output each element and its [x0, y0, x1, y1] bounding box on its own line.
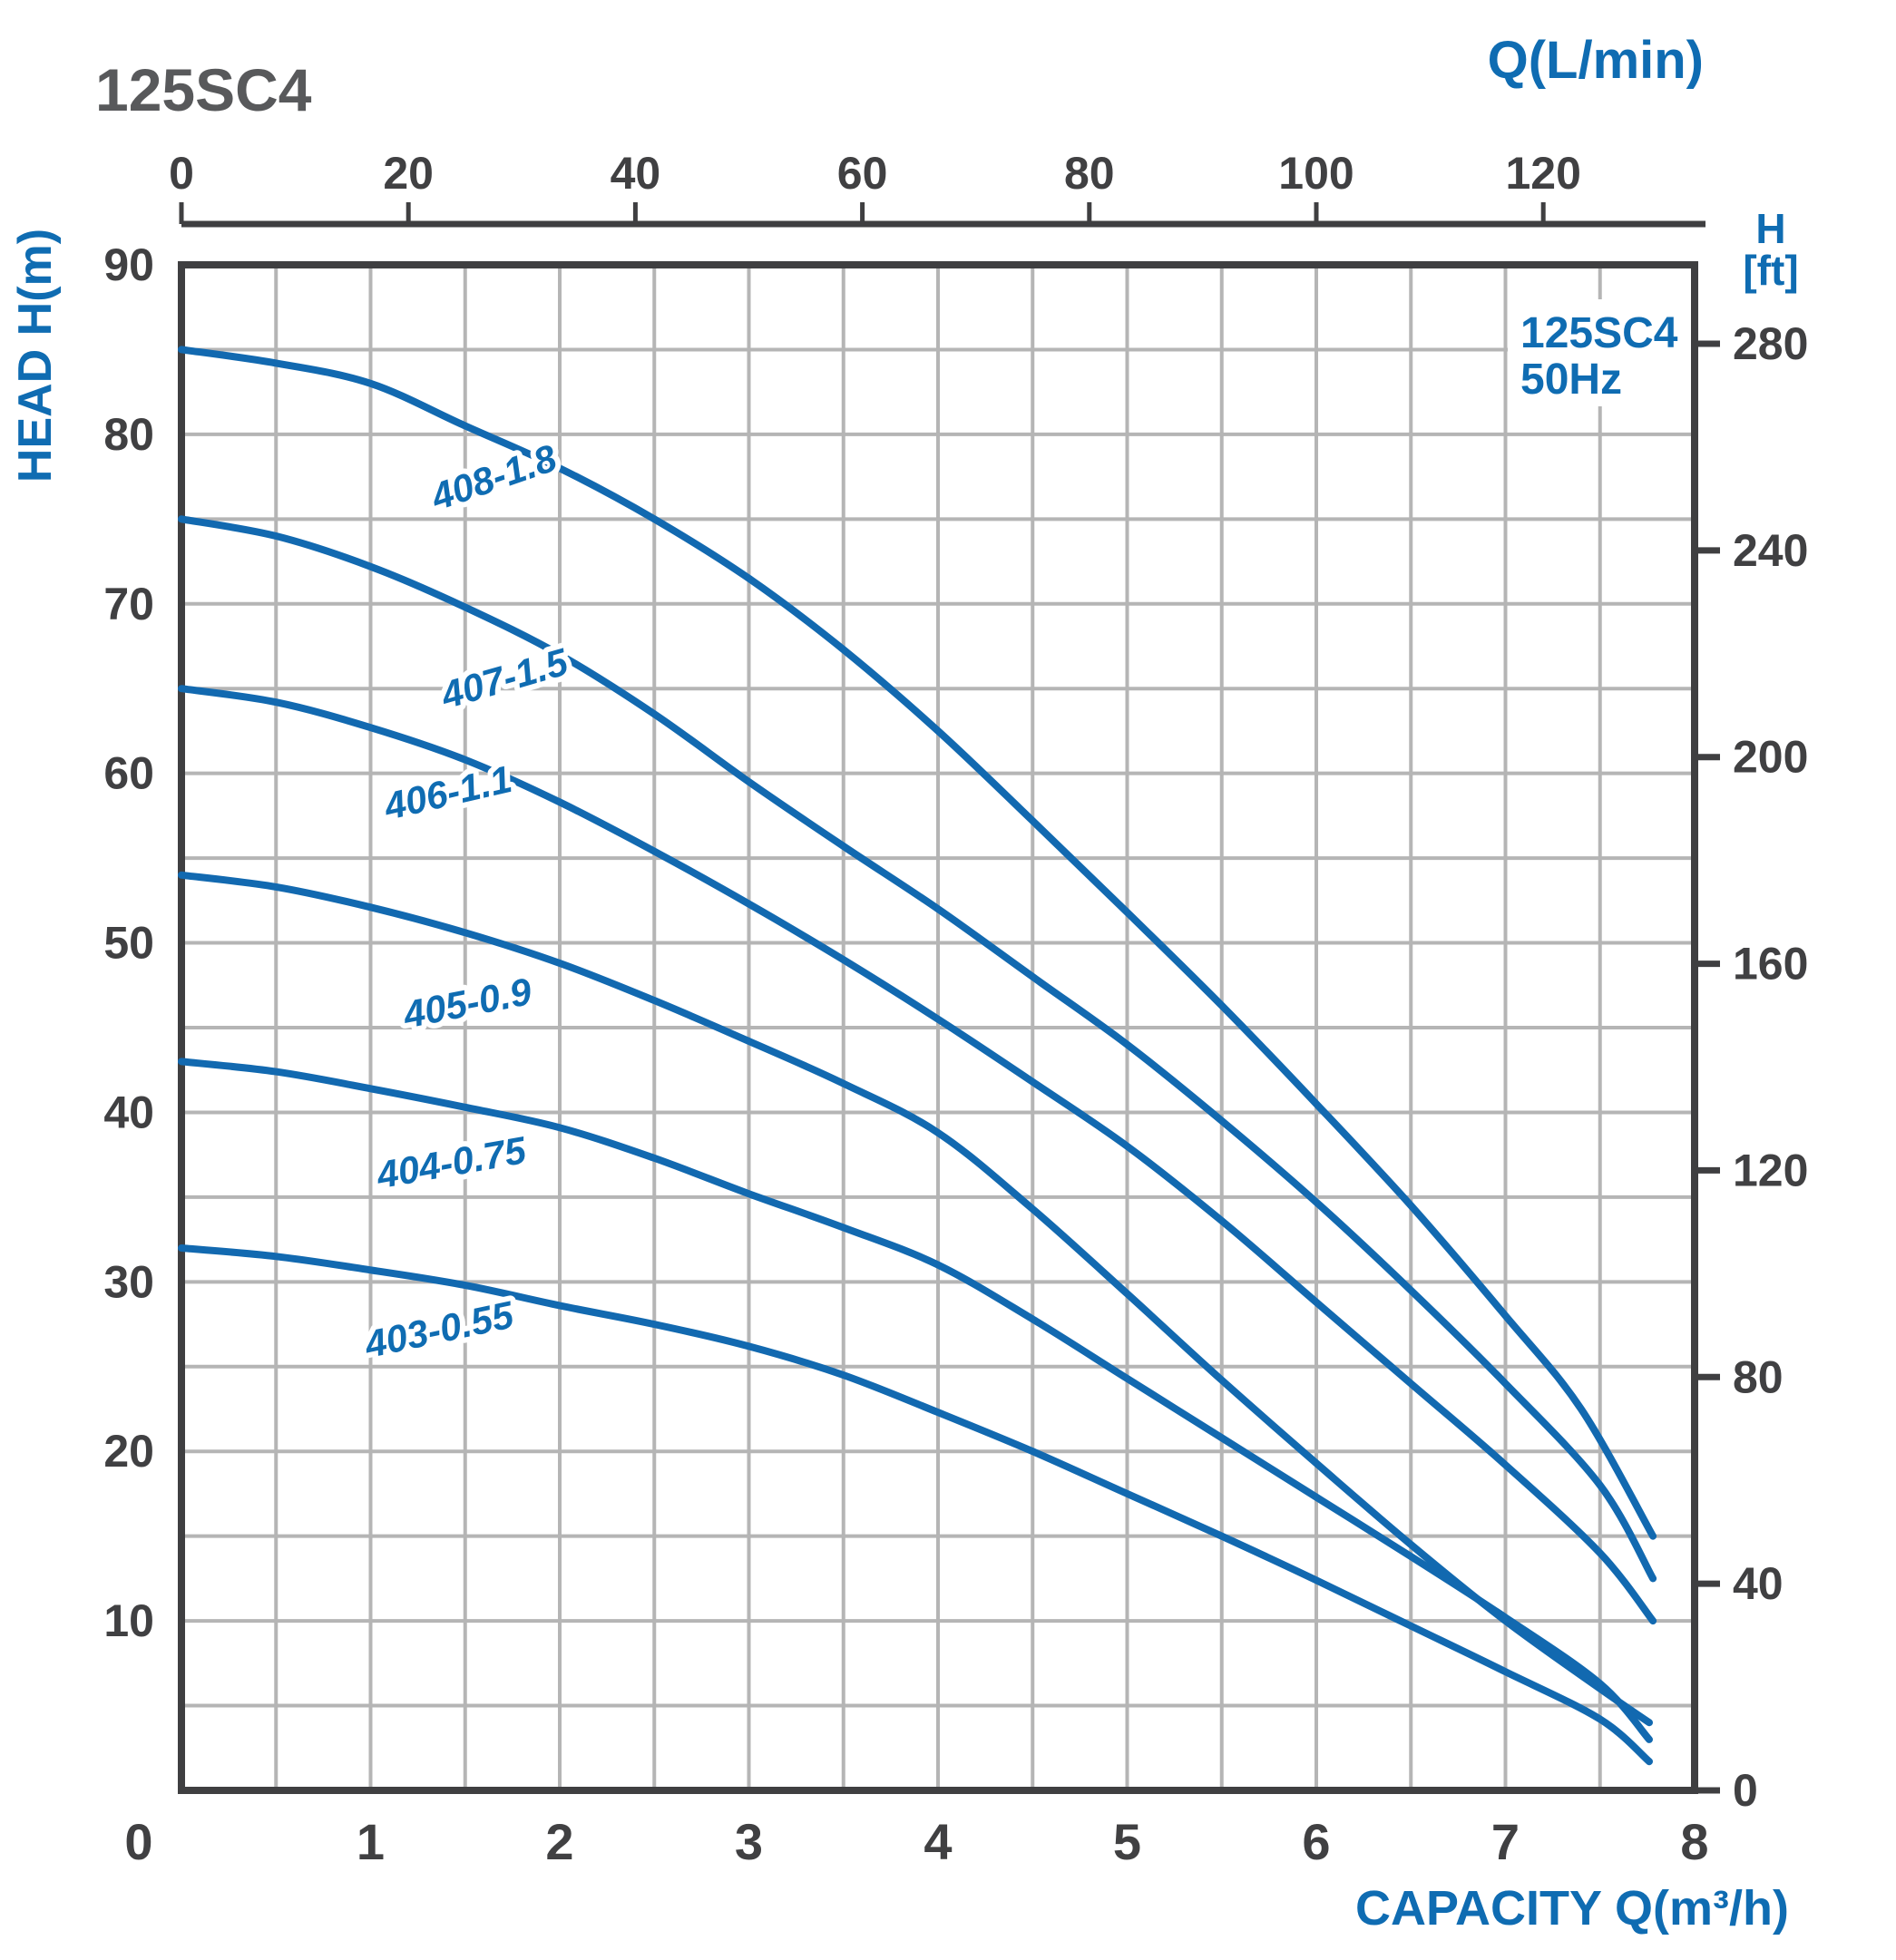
bottom-axis-title: CAPACITY Q(m³/h)	[1355, 1881, 1789, 1936]
top-axis-tick-label: 20	[383, 148, 434, 199]
curves-layer: 408-1.8407-1.5406-1.1405-0.9404-0.75403-…	[178, 346, 1657, 1766]
bottom-axis-tick-label: 4	[924, 1813, 952, 1870]
right-axis-tick-label: 0	[1733, 1765, 1758, 1816]
right-axis-tick-label: 200	[1733, 732, 1808, 783]
pump-curve-405-0.9	[178, 871, 1653, 1727]
curve-label-403-0.55: 403-0.55	[360, 1292, 518, 1366]
curve-label-406-1.1: 406-1.1	[379, 757, 515, 828]
right-axis-title-ft: [ft]	[1743, 247, 1798, 294]
right-axis-tick-label: 160	[1733, 939, 1808, 990]
left-axis-tick-label: 50	[103, 918, 154, 969]
bottom-axis-tick-label: 7	[1491, 1813, 1520, 1870]
left-axis-tick-label: 40	[103, 1087, 154, 1137]
top-axis-tick-label: 0	[169, 148, 194, 199]
bottom-axis-tick-label: 1	[357, 1813, 385, 1870]
pump-curve-403-0.55	[178, 1244, 1653, 1766]
pump-curve-404-0.75	[178, 1058, 1653, 1743]
left-axis-tick-label: 70	[103, 579, 154, 629]
curve-label-407-1.5: 407-1.5	[435, 640, 572, 717]
right-axis-title-h: H	[1755, 205, 1785, 252]
top-axis-tick-label: 40	[611, 148, 661, 199]
bottom-axis-tick-label: 5	[1113, 1813, 1141, 1870]
bottom-axis-tick-label: 3	[735, 1813, 763, 1870]
page-title: 125SC4	[95, 56, 312, 123]
left-axis-tick-label: 30	[103, 1256, 154, 1307]
top-axis-title: Q(L/min)	[1488, 31, 1704, 90]
bottom-axis-tick-label: 2	[545, 1813, 573, 1870]
pump-curve-406-1.1	[178, 685, 1657, 1625]
top-axis-tick-label: 120	[1505, 148, 1580, 199]
top-axis-tick-label: 100	[1278, 148, 1354, 199]
bottom-axis-tick-label: 8	[1680, 1813, 1708, 1870]
plot-frame	[178, 261, 1698, 1794]
legend-frequency: 50Hz	[1520, 356, 1622, 404]
grid-layer	[178, 261, 1698, 1794]
curve-label-408-1.8: 408-1.8	[425, 436, 562, 519]
bottom-axis-tick-label: 0	[124, 1813, 152, 1870]
legend-model: 125SC4	[1520, 309, 1678, 357]
right-axis-tick-label: 40	[1733, 1558, 1784, 1609]
axes-layer: 0 20 40 60 80 100 1209080706050403020102802402…	[103, 148, 1808, 1870]
top-axis-tick-label: 60	[837, 148, 888, 199]
left-axis-tick-label: 10	[103, 1595, 154, 1646]
pump-curve-407-1.5	[178, 515, 1657, 1583]
top-axis-tick-label: 80	[1064, 148, 1115, 199]
left-axis-tick-label: 80	[103, 409, 154, 460]
left-axis-title: HEAD H(m)	[9, 229, 62, 483]
right-axis-tick-label: 80	[1733, 1351, 1784, 1402]
bottom-axis-tick-label: 6	[1302, 1813, 1330, 1870]
right-axis-tick-label: 240	[1733, 525, 1808, 576]
curve-label-404-0.75: 404-0.75	[373, 1128, 530, 1196]
left-axis-tick-label: 20	[103, 1426, 154, 1477]
pump-curve-408-1.8	[178, 346, 1657, 1540]
legend-background	[1508, 299, 1691, 406]
left-axis-tick-label: 90	[103, 239, 154, 290]
right-axis-tick-label: 280	[1733, 318, 1808, 369]
right-axis-tick-label: 120	[1733, 1145, 1808, 1195]
static-text-layer: 125SC4 Q(L/min) HEAD H(m) H [ft] 125SC4 …	[9, 31, 1799, 1936]
left-axis-tick-label: 60	[103, 748, 154, 799]
